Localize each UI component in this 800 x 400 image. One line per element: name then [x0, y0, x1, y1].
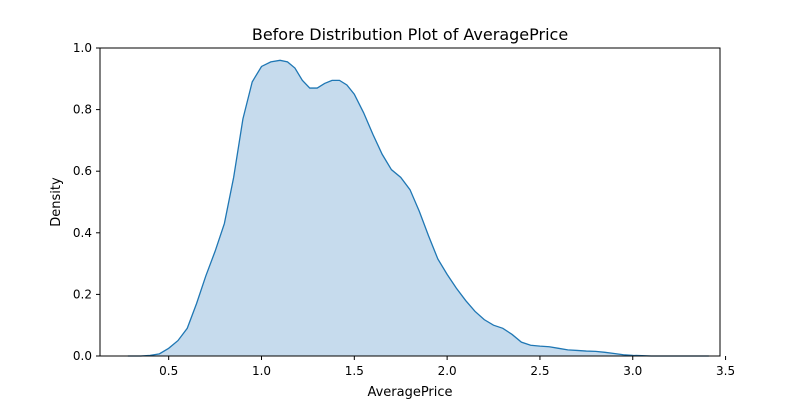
y-tick-label: 0.0 [73, 349, 92, 363]
y-axis-ticks: 0.0 0.2 0.4 0.6 0.8 1.0 [73, 41, 100, 363]
x-tick-label: 2.5 [530, 364, 549, 378]
y-tick-label: 0.6 [73, 164, 92, 178]
y-tick-label: 0.8 [73, 103, 92, 117]
x-tick-label: 3.5 [716, 364, 735, 378]
y-tick-label: 0.4 [73, 226, 92, 240]
x-tick-label: 1.5 [345, 364, 364, 378]
density-area-fill [127, 60, 709, 356]
chart-title: Before Distribution Plot of AveragePrice [252, 25, 568, 44]
y-tick-label: 1.0 [73, 41, 92, 55]
plot-area [127, 59, 709, 357]
y-axis-label: Density [49, 177, 64, 227]
x-tick-label: 0.5 [159, 364, 178, 378]
axes-frame [99, 47, 721, 357]
x-tick-label: 3.0 [623, 364, 642, 378]
x-axis-ticks: 0.5 1.0 1.5 2.0 2.5 3.0 3.5 [159, 356, 735, 378]
density-curve [127, 59, 709, 357]
x-axis-label: AveragePrice [367, 385, 452, 400]
y-tick-label: 0.2 [73, 287, 92, 301]
x-tick-label: 1.0 [252, 364, 271, 378]
x-tick-label: 2.0 [438, 364, 457, 378]
